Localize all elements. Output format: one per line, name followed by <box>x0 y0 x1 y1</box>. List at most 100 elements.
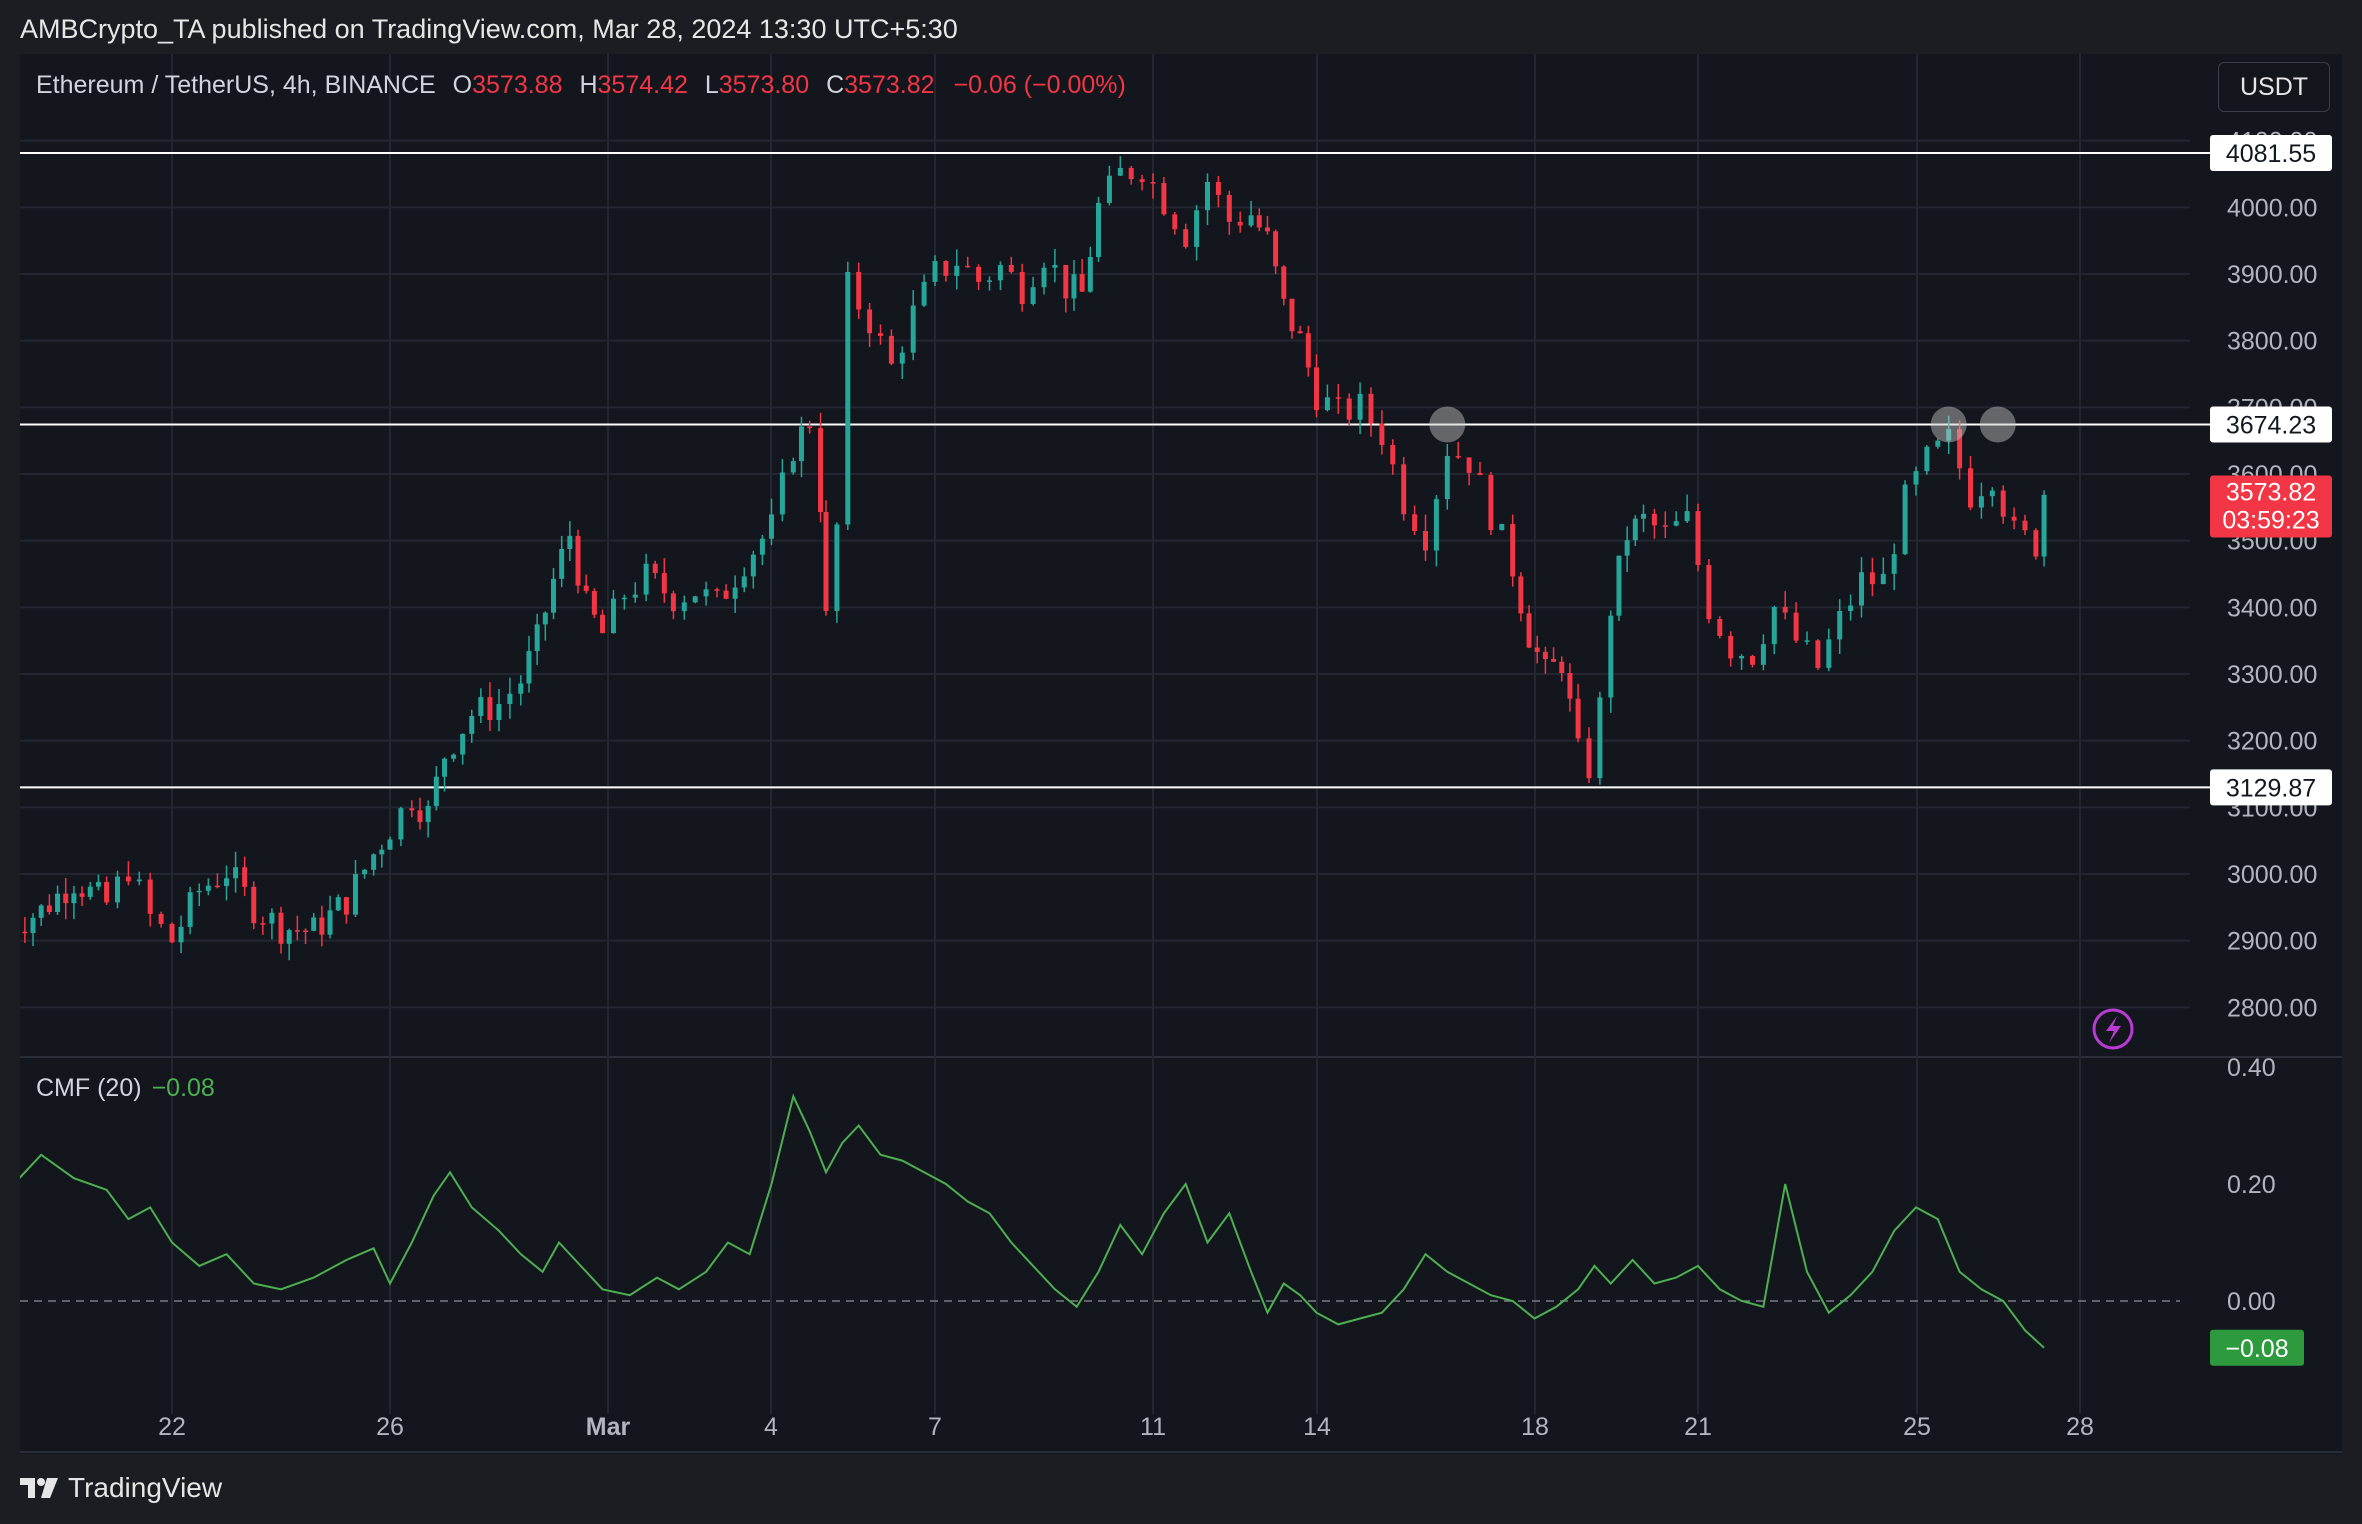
publisher-line: AMBCrypto_TA published on TradingView.co… <box>20 14 958 44</box>
candle-body <box>286 930 292 944</box>
candle-body <box>1401 464 1407 515</box>
close-value: 3573.82 <box>844 71 935 99</box>
candle-body <box>214 885 220 888</box>
y-tick-label: 4000.00 <box>2227 194 2317 222</box>
candle-body <box>1608 615 1614 698</box>
candle-body <box>1750 656 1755 665</box>
symbol-name[interactable]: Ethereum / TetherUS, 4h, BINANCE <box>36 71 436 99</box>
candle-body <box>621 597 627 600</box>
candle-body <box>352 874 358 915</box>
candle-body <box>943 261 949 276</box>
candle-body <box>1071 274 1077 299</box>
candle-body <box>478 697 484 717</box>
candle-body <box>1782 606 1788 613</box>
candle-body <box>1455 455 1461 458</box>
level-price-tag <box>2210 134 2332 171</box>
candle-body <box>1673 521 1679 526</box>
y-tick-label: 2900.00 <box>2227 928 2317 956</box>
candle-body <box>643 563 649 595</box>
cmf-value: −0.08 <box>151 1074 215 1102</box>
y-tick-label: 3900.00 <box>2227 261 2317 289</box>
candle-body <box>1390 444 1396 465</box>
candle-body <box>398 808 404 840</box>
candle-body <box>1466 457 1472 473</box>
candle-body <box>387 839 393 850</box>
candle-body <box>1924 446 1930 472</box>
candle-body <box>1518 576 1524 614</box>
x-tick-label: Mar <box>586 1413 631 1441</box>
x-tick-label: 14 <box>1303 1413 1331 1441</box>
candle-body <box>818 428 824 513</box>
candle-body <box>856 271 862 310</box>
candle-body <box>798 426 804 462</box>
candle-body <box>2022 520 2028 531</box>
candle-body <box>1444 455 1450 500</box>
candle-body <box>343 897 349 915</box>
x-tick-label: 11 <box>1140 1413 1166 1441</box>
candle-body <box>723 590 729 599</box>
candle-body <box>834 524 840 611</box>
candle-body <box>1957 429 1963 469</box>
candle-body <box>1079 274 1085 292</box>
candle-body <box>451 754 457 759</box>
candle-body <box>87 886 93 897</box>
candle-body <box>442 758 447 777</box>
candle-body <box>1624 540 1630 556</box>
candle-body <box>1739 656 1745 659</box>
candle-body <box>409 808 415 811</box>
candle-body <box>1335 397 1341 399</box>
last-price-tag <box>2210 475 2332 538</box>
level-price-tag <box>2210 769 2332 806</box>
candle-body <box>1237 221 1243 226</box>
candle-body <box>303 930 309 932</box>
candle-body <box>196 890 202 893</box>
candle-body <box>2011 516 2017 521</box>
candle-body <box>224 878 229 887</box>
candle-body <box>1379 423 1385 445</box>
candle-body <box>779 472 785 515</box>
candle-body <box>965 265 971 268</box>
candle-body <box>1273 231 1279 267</box>
candle-body <box>2041 494 2047 557</box>
candle-body <box>1510 524 1516 577</box>
candle-body <box>278 912 284 944</box>
candle-body <box>888 335 894 364</box>
candle-body <box>233 867 239 879</box>
candle-body <box>1194 210 1200 247</box>
support-resistance-lines <box>20 151 2220 789</box>
candle-body <box>460 733 466 755</box>
candle-body <box>1248 215 1254 226</box>
candle-body <box>1226 194 1232 222</box>
cmf-label: CMF (20) <box>36 1074 142 1102</box>
candle-body <box>1150 182 1156 184</box>
candle-body <box>583 585 589 591</box>
candle-body <box>294 930 300 932</box>
candle-body <box>38 905 44 918</box>
candle-body <box>1117 167 1123 176</box>
cmf-y-tick-label: 0.20 <box>2227 1171 2276 1199</box>
candle-body <box>921 281 927 306</box>
x-tick-label: 7 <box>928 1413 942 1441</box>
candle-body <box>1567 673 1573 699</box>
cmf-legend[interactable]: CMF (20) −0.08 <box>36 1074 215 1103</box>
lightning-icon[interactable] <box>2092 1008 2134 1050</box>
candle-body <box>30 917 36 934</box>
chart-svg[interactable]: 22 26 Mar 4 7 11 14 18 21 25 28 2800.00 2900.00 3000.… <box>20 54 2342 1454</box>
candle-body <box>71 893 77 904</box>
candle-body <box>115 876 120 903</box>
candle-body <box>1030 287 1036 304</box>
tradingview-logo[interactable]: TradingView <box>20 1472 222 1504</box>
cmf-y-tick-label: 0.40 <box>2227 1054 2276 1082</box>
currency-button[interactable]: USDT <box>2218 62 2330 112</box>
candle-body <box>575 535 581 586</box>
candle-body <box>63 893 69 904</box>
y-tick-label: 3000.00 <box>2227 861 2317 889</box>
grid-layer <box>20 54 2342 1453</box>
candle-body <box>732 587 738 599</box>
candle-body <box>1684 511 1690 522</box>
chart-frame[interactable]: 22 26 Mar 4 7 11 14 18 21 25 28 2800.00 2900.00 3000.… <box>20 54 2342 1454</box>
candle-body <box>1869 572 1875 585</box>
candle-body <box>823 512 829 611</box>
candle-body <box>260 923 266 925</box>
